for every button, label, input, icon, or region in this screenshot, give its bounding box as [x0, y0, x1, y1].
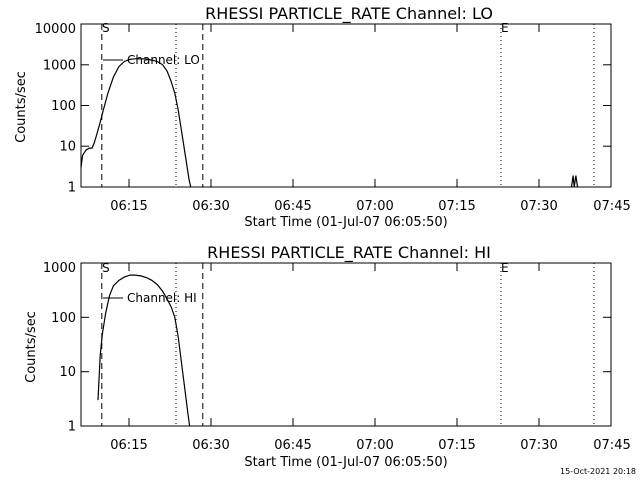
x-tick-label: 06:30: [192, 199, 229, 214]
end-marker-label: E: [501, 21, 509, 35]
x-tick-label: 06:15: [110, 438, 147, 453]
footer-timestamp: 15-Oct-2021 20:18: [560, 467, 636, 476]
y-tick-label: 1000: [43, 58, 76, 73]
plot-frame: [80, 262, 612, 427]
panel-hi: RHESSI PARTICLE_RATE Channel: HI Counts/…: [24, 243, 631, 470]
y-ticks: 1 10 100 1000: [43, 261, 611, 435]
x-tick-label: 07:15: [438, 199, 475, 214]
x-axis-label: Start Time (01-Jul-07 06:05:50): [244, 215, 447, 230]
x-tick-label: 07:30: [520, 199, 557, 214]
y-tick-label: 10: [59, 365, 76, 380]
y-ticks: 1 10 100 1000 10000: [35, 22, 611, 196]
legend-label: Channel: LO: [127, 53, 200, 67]
start-marker-label: S: [102, 261, 110, 275]
x-axis-label: Start Time (01-Jul-07 06:05:50): [244, 455, 447, 470]
series-line: [97, 274, 191, 427]
end-marker-label: E: [501, 261, 509, 275]
x-tick-label: 07:00: [356, 199, 393, 214]
x-ticks: 06:15 06:30 06:45 07:00 07:15 07:30 07:4…: [110, 263, 631, 453]
series-lines: [80, 58, 579, 188]
event-markers: S E: [101, 21, 595, 187]
x-tick-label: 06:45: [274, 438, 311, 453]
chart-title: RHESSI PARTICLE_RATE Channel: HI: [207, 243, 491, 263]
x-tick-label: 07:45: [593, 438, 630, 453]
y-tick-label: 10000: [35, 22, 76, 37]
x-tick-label: 07:30: [520, 438, 557, 453]
x-tick-label: 06:45: [274, 199, 311, 214]
x-tick-label: 07:00: [356, 438, 393, 453]
x-tick-label: 06:15: [110, 199, 147, 214]
panel-lo: RHESSI PARTICLE_RATE Channel: LO Counts/…: [14, 4, 631, 230]
y-tick-label: 1: [68, 181, 76, 196]
y-tick-label: 100: [51, 99, 76, 114]
y-axis-label: Counts/sec: [24, 311, 39, 383]
series-line: [570, 175, 579, 188]
series-lines: [97, 274, 191, 427]
start-marker-label: S: [102, 21, 110, 35]
x-tick-label: 07:15: [438, 438, 475, 453]
x-tick-label: 07:45: [593, 199, 630, 214]
y-tick-label: 10: [59, 140, 76, 155]
series-line: [80, 58, 192, 188]
y-tick-label: 100: [51, 311, 76, 326]
y-tick-label: 1: [68, 420, 76, 435]
y-tick-label: 1000: [43, 261, 76, 276]
chart-title: RHESSI PARTICLE_RATE Channel: LO: [205, 4, 493, 24]
x-ticks: 06:15 06:30 06:45 07:00 07:15 07:30 07:4…: [110, 24, 631, 214]
legend: Channel: LO: [103, 53, 200, 67]
y-axis-label: Counts/sec: [14, 71, 29, 143]
legend-label: Channel: HI: [127, 291, 197, 305]
legend: Channel: HI: [103, 291, 197, 305]
x-tick-label: 06:30: [192, 438, 229, 453]
